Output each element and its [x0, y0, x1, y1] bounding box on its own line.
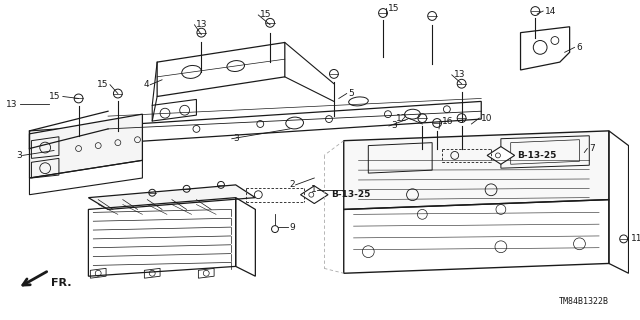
Text: 7: 7	[589, 144, 595, 153]
Text: 12: 12	[396, 114, 408, 123]
Text: B-13-25: B-13-25	[518, 151, 557, 160]
Polygon shape	[29, 114, 143, 178]
Text: 1: 1	[310, 185, 316, 194]
Text: 15: 15	[260, 11, 272, 20]
Polygon shape	[487, 147, 515, 164]
Polygon shape	[301, 186, 328, 204]
Text: 11: 11	[630, 234, 640, 244]
Text: FR.: FR.	[51, 278, 72, 288]
Text: 3: 3	[16, 151, 22, 160]
Polygon shape	[88, 185, 255, 209]
Text: 13: 13	[196, 20, 208, 29]
Text: 4: 4	[143, 80, 149, 89]
Text: 10: 10	[481, 114, 493, 123]
Text: 13: 13	[454, 70, 465, 79]
Text: 14: 14	[545, 6, 556, 16]
Text: 2: 2	[289, 180, 294, 189]
Text: B-13-25: B-13-25	[331, 190, 371, 199]
Polygon shape	[344, 131, 609, 209]
Text: 6: 6	[577, 43, 582, 52]
Text: 13: 13	[6, 100, 18, 109]
Text: 15: 15	[388, 4, 399, 12]
Text: 16: 16	[442, 116, 454, 125]
Text: 15: 15	[97, 80, 108, 89]
Text: 9: 9	[290, 223, 296, 232]
Text: TM84B1322B: TM84B1322B	[559, 297, 609, 306]
Text: 5: 5	[349, 89, 355, 98]
Text: 3: 3	[234, 134, 239, 143]
Text: 3: 3	[391, 122, 397, 131]
Text: 15: 15	[49, 92, 61, 101]
